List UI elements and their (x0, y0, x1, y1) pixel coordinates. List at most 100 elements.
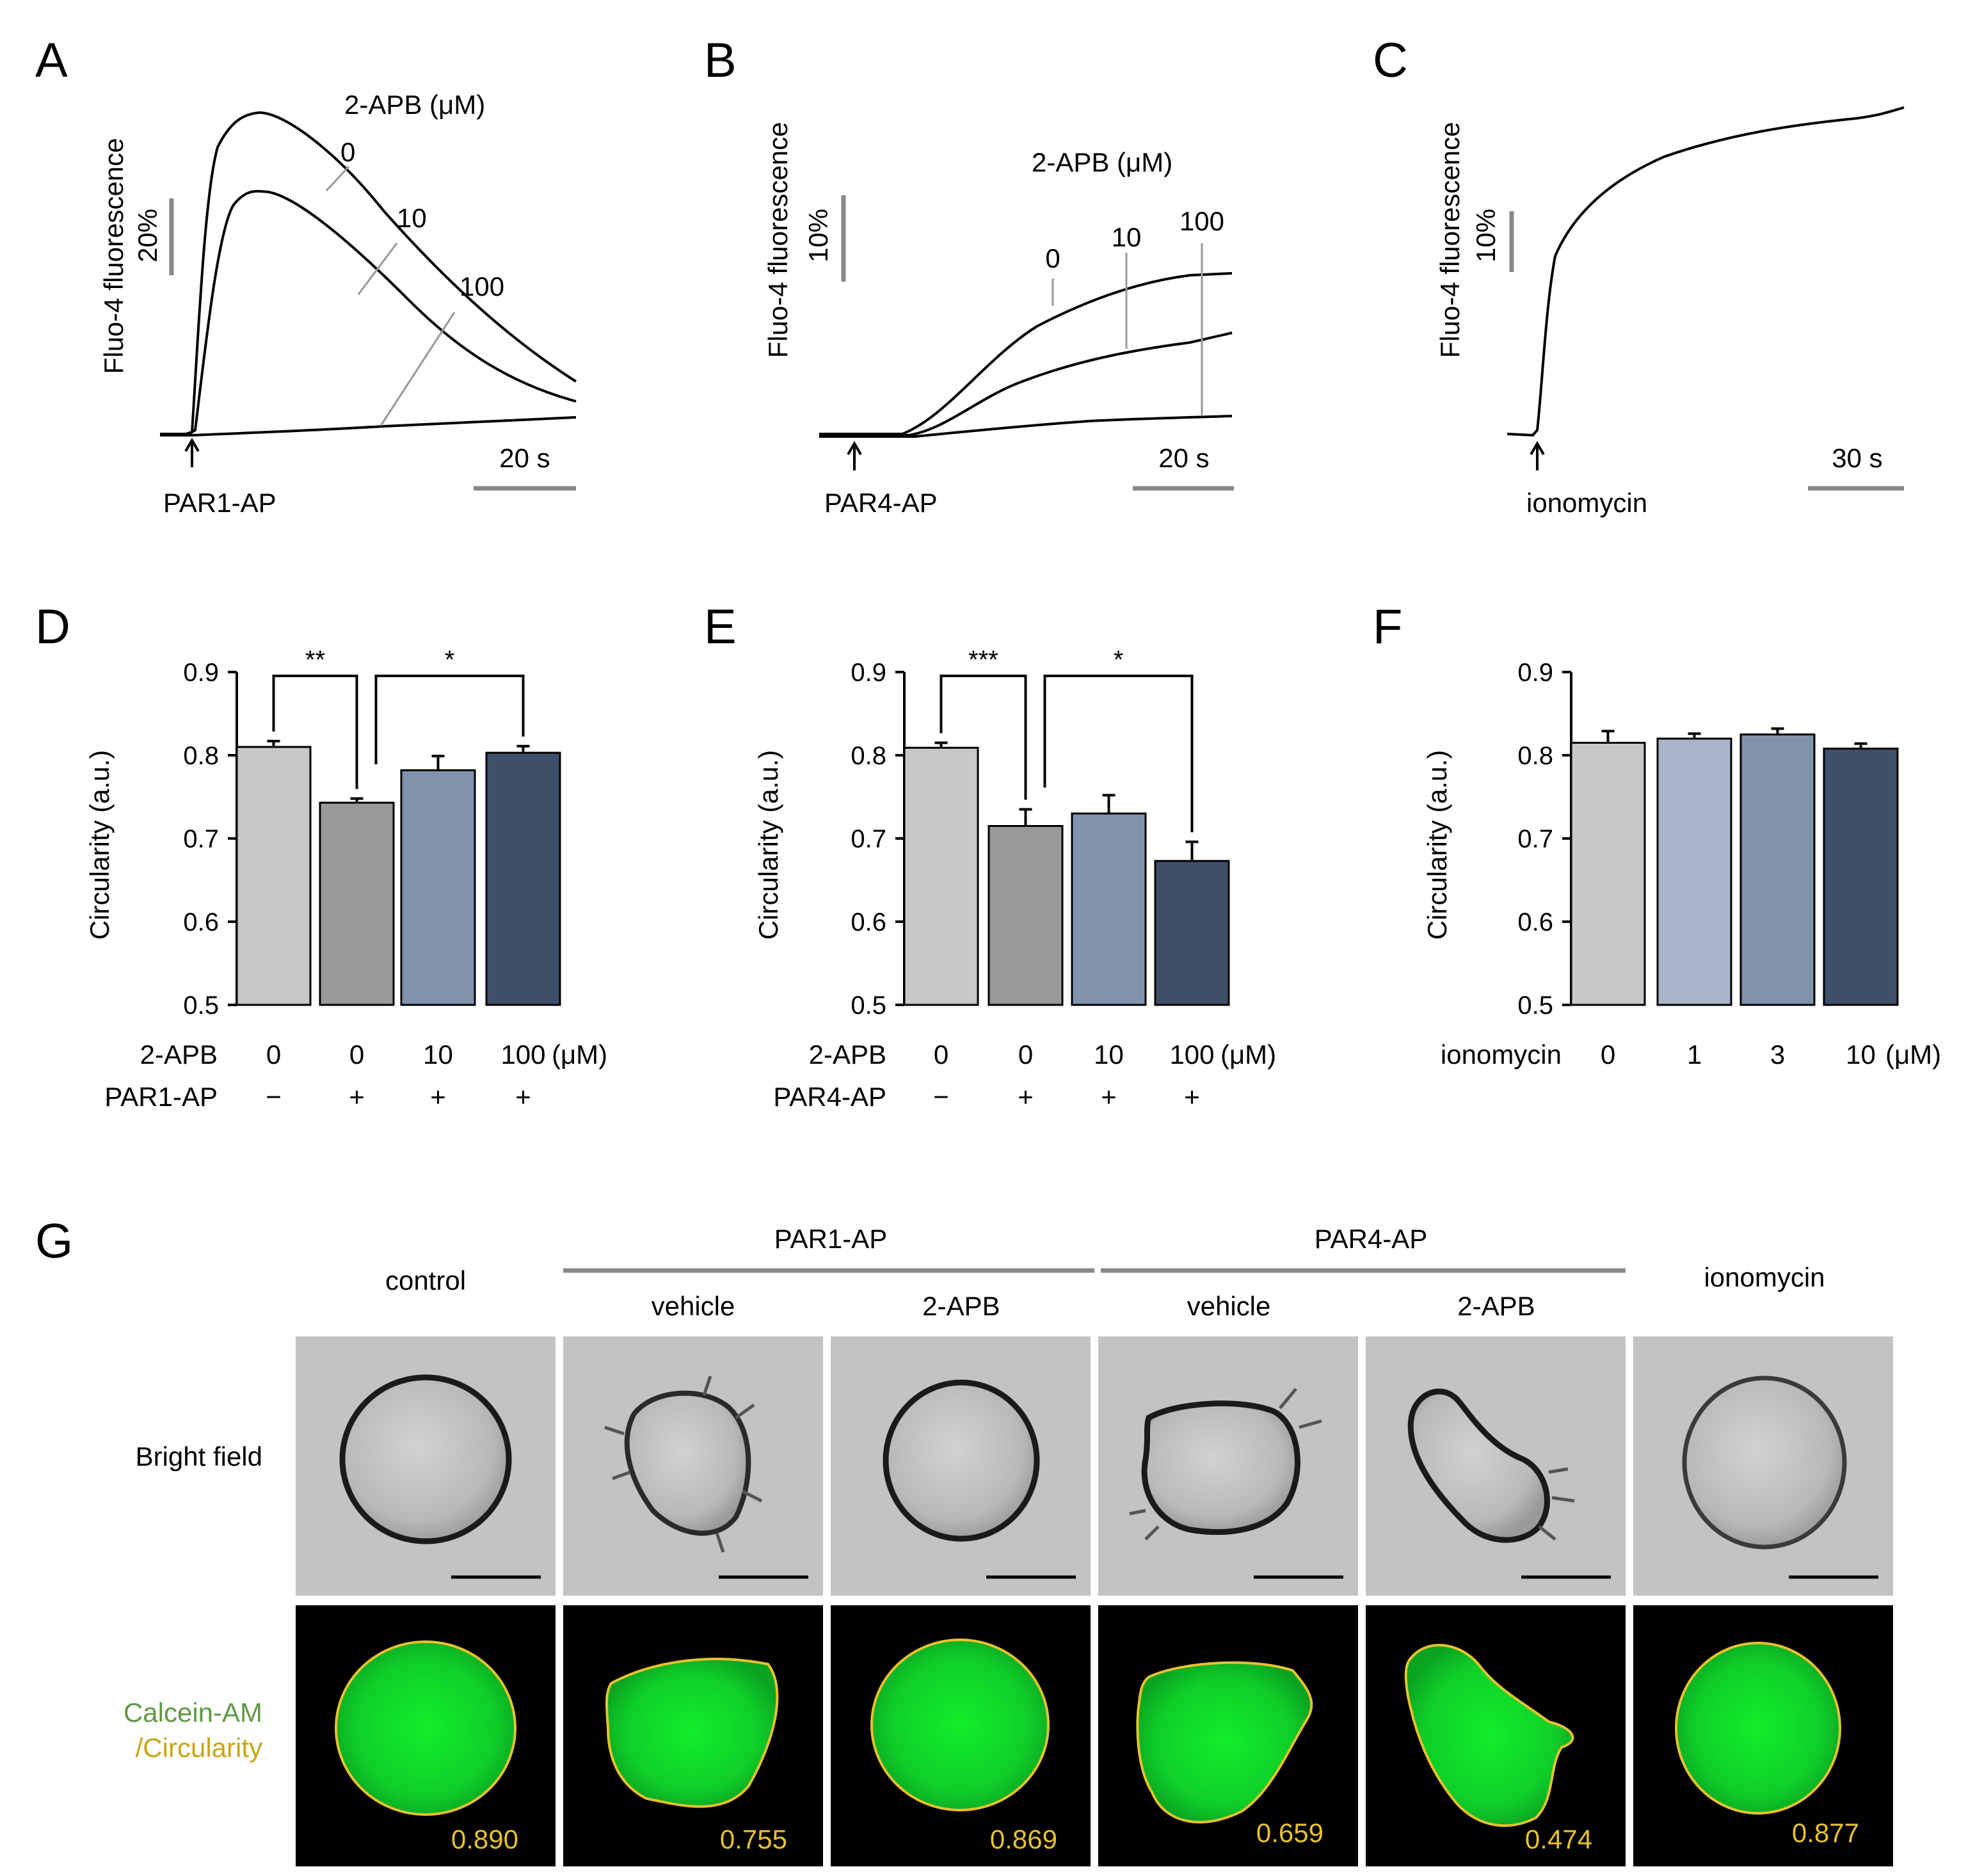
panel-b-trace-0 (819, 272, 1233, 435)
panel-e-bar-3 (1071, 812, 1147, 1006)
panel-d-row1-value-2: 0 (349, 1039, 364, 1070)
panel-f-chart: Circularity (a.u.) ionomycin (μM) 0.5 0.6… (1422, 659, 1941, 1070)
panel-e-ytick-label: 0.6 (851, 908, 886, 936)
brightfield-image-control (296, 1336, 556, 1596)
panel-d-bar-4 (485, 751, 561, 1006)
row-label-calcein: Calcein-AM (124, 1697, 262, 1728)
panel-f-bar-1 (1570, 742, 1646, 1006)
panel-d-bar-2 (319, 801, 395, 1006)
panel-a-scale-y-label: 20% (132, 209, 163, 262)
panel-e-ytick-label: 0.9 (851, 659, 886, 687)
panel-a-stimulus: PAR1-AP (163, 488, 276, 518)
panel-d-chart: Circularity (a.u.) 2-APB (μM) PAR1-AP 0.… (84, 646, 607, 1112)
panel-f-row1-value-3: 3 (1770, 1039, 1785, 1070)
panel-letter-b: B (704, 33, 737, 88)
column-label-control: control (385, 1265, 466, 1295)
panel-d-significance-bracket-2 (374, 675, 525, 765)
panel-f-ytick-label: 0.9 (1517, 659, 1553, 687)
calcein-image-par1-2apb: 0.869 (831, 1605, 1091, 1866)
circularity-value-ionomycin: 0.877 (1792, 1818, 1859, 1848)
circularity-value-control: 0.890 (451, 1824, 518, 1854)
panel-b-dose-10: 10 (1112, 222, 1142, 252)
column-label-par1-vehicle: vehicle (652, 1291, 735, 1321)
panel-letter-c: C (1373, 33, 1408, 88)
column-label-par1-2apb: 2-APB (922, 1291, 1000, 1321)
panel-letter-g: G (35, 1214, 73, 1269)
panel-f-ytick-label: 0.8 (1517, 742, 1553, 770)
panel-e-ytick-label: 0.7 (851, 825, 886, 853)
panel-f-row1-value-2: 1 (1687, 1039, 1702, 1070)
panel-d-row2-label: PAR1-AP (104, 1082, 218, 1112)
circularity-value-par1-vehicle: 0.755 (720, 1824, 787, 1854)
panel-c-ylabel: Fluo-4 fluorescence (1435, 122, 1465, 358)
calcein-image-par4-2apb: 0.474 (1366, 1605, 1626, 1866)
panel-d-row1-unit: (μM) (552, 1039, 607, 1070)
panel-e-row2-value-2: + (1018, 1082, 1034, 1112)
panel-d-ylabel: Circularity (a.u.) (84, 750, 115, 940)
panel-e-row1-unit: (μM) (1220, 1039, 1276, 1070)
panel-d-ytick-label: 0.5 (183, 991, 219, 1020)
panel-g-headers: PAR1-AP PAR4-AP control vehicle 2-APB ve… (124, 1224, 1825, 1763)
panel-f-ytick-label: 0.6 (1517, 908, 1553, 936)
panel-b-trace-10 (819, 332, 1233, 437)
panel-f-bar-4 (1823, 748, 1899, 1006)
panel-letter-a: A (35, 33, 68, 88)
panel-d-bar-3 (400, 769, 476, 1006)
panel-e-significance-label-2: * (1114, 646, 1124, 674)
panel-e-row1-label: 2-APB (809, 1039, 886, 1070)
panel-d-row2-value-1: − (266, 1082, 282, 1112)
panel-c-scale-x-label: 30 s (1832, 443, 1882, 473)
panel-d-row1-value-3: 10 (423, 1039, 453, 1070)
panel-d-significance-bracket-1 (272, 675, 358, 789)
panel-f-row1-value-4: 10 (1846, 1039, 1876, 1070)
brightfield-image-par4-vehicle (1098, 1336, 1358, 1596)
panel-d-row2-value-3: + (430, 1082, 446, 1112)
panel-e-significance-label-1: *** (968, 646, 998, 674)
panel-a-arrow-up-icon (184, 438, 200, 467)
panel-e-bar-4 (1154, 860, 1230, 1006)
panel-e-bar-1 (903, 746, 979, 1006)
panel-e-chart: Circularity (a.u.) 2-APB (μM) PAR4-AP 0.… (753, 646, 1276, 1112)
panel-b-stimulus: PAR4-AP (824, 488, 938, 518)
panel-e-row1-value-4: 100 (1169, 1039, 1214, 1070)
calcein-image-ionomycin: 0.877 (1633, 1605, 1893, 1866)
circularity-value-par1-2apb: 0.869 (990, 1824, 1057, 1854)
panel-f-bar-3 (1739, 734, 1816, 1006)
panel-letter-d: D (35, 600, 70, 654)
panel-f-row1-label: ionomycin (1441, 1039, 1562, 1070)
column-label-par4-vehicle: vehicle (1187, 1291, 1271, 1321)
panel-b-trace-100 (819, 415, 1233, 438)
calcein-row: 0.890 0.755 0.869 0.659 0.474 0.877 (296, 1605, 1893, 1866)
calcein-image-control: 0.890 (296, 1605, 556, 1866)
panel-f-ytick-label: 0.7 (1517, 825, 1553, 853)
panel-e-ylabel: Circularity (a.u.) (753, 750, 783, 940)
calcein-image-par4-vehicle: 0.659 (1098, 1605, 1358, 1866)
panel-c-stimulus: ionomycin (1526, 488, 1647, 518)
panel-b-ylabel: Fluo-4 fluorescence (763, 122, 793, 358)
panel-e-significance-bracket-1 (940, 675, 1027, 800)
column-label-ionomycin: ionomycin (1704, 1262, 1825, 1292)
panel-e-ytick-label: 0.5 (851, 991, 886, 1020)
circularity-value-par4-2apb: 0.474 (1525, 1824, 1592, 1854)
panel-a-leader-0 (325, 165, 350, 192)
circularity-value-par4-vehicle: 0.659 (1256, 1818, 1323, 1848)
panel-f-ytick-label: 0.5 (1517, 991, 1553, 1020)
panel-letter-e: E (704, 600, 737, 654)
panel-f-row1-unit: (μM) (1885, 1039, 1941, 1070)
group-label-par1: PAR1-AP (774, 1224, 888, 1254)
panel-b-scale-x-label: 20 s (1158, 443, 1209, 473)
panel-e-row2-value-1: − (933, 1082, 949, 1112)
panel-c-scale-y-label: 10% (1471, 209, 1501, 262)
panel-d-row1-value-4: 100 (500, 1039, 545, 1070)
panel-a-traces: Fluo-4 fluorescence 20% 2-APB (μM) 0 10 … (99, 90, 577, 518)
panel-d-row2-value-2: + (349, 1082, 365, 1112)
panel-e-row2-value-3: + (1101, 1082, 1117, 1112)
row-label-circularity: /Circularity (136, 1733, 262, 1763)
panel-d-row2-value-4: + (515, 1082, 531, 1112)
panel-a-dose-100: 100 (460, 271, 504, 301)
panel-b-scale-y-label: 10% (803, 209, 833, 262)
panel-a-leader-100 (380, 312, 456, 426)
panel-c-arrow-up-icon (1530, 441, 1545, 470)
panel-e-row2-label: PAR4-AP (773, 1082, 886, 1112)
brightfield-image-par4-2apb (1366, 1336, 1626, 1596)
